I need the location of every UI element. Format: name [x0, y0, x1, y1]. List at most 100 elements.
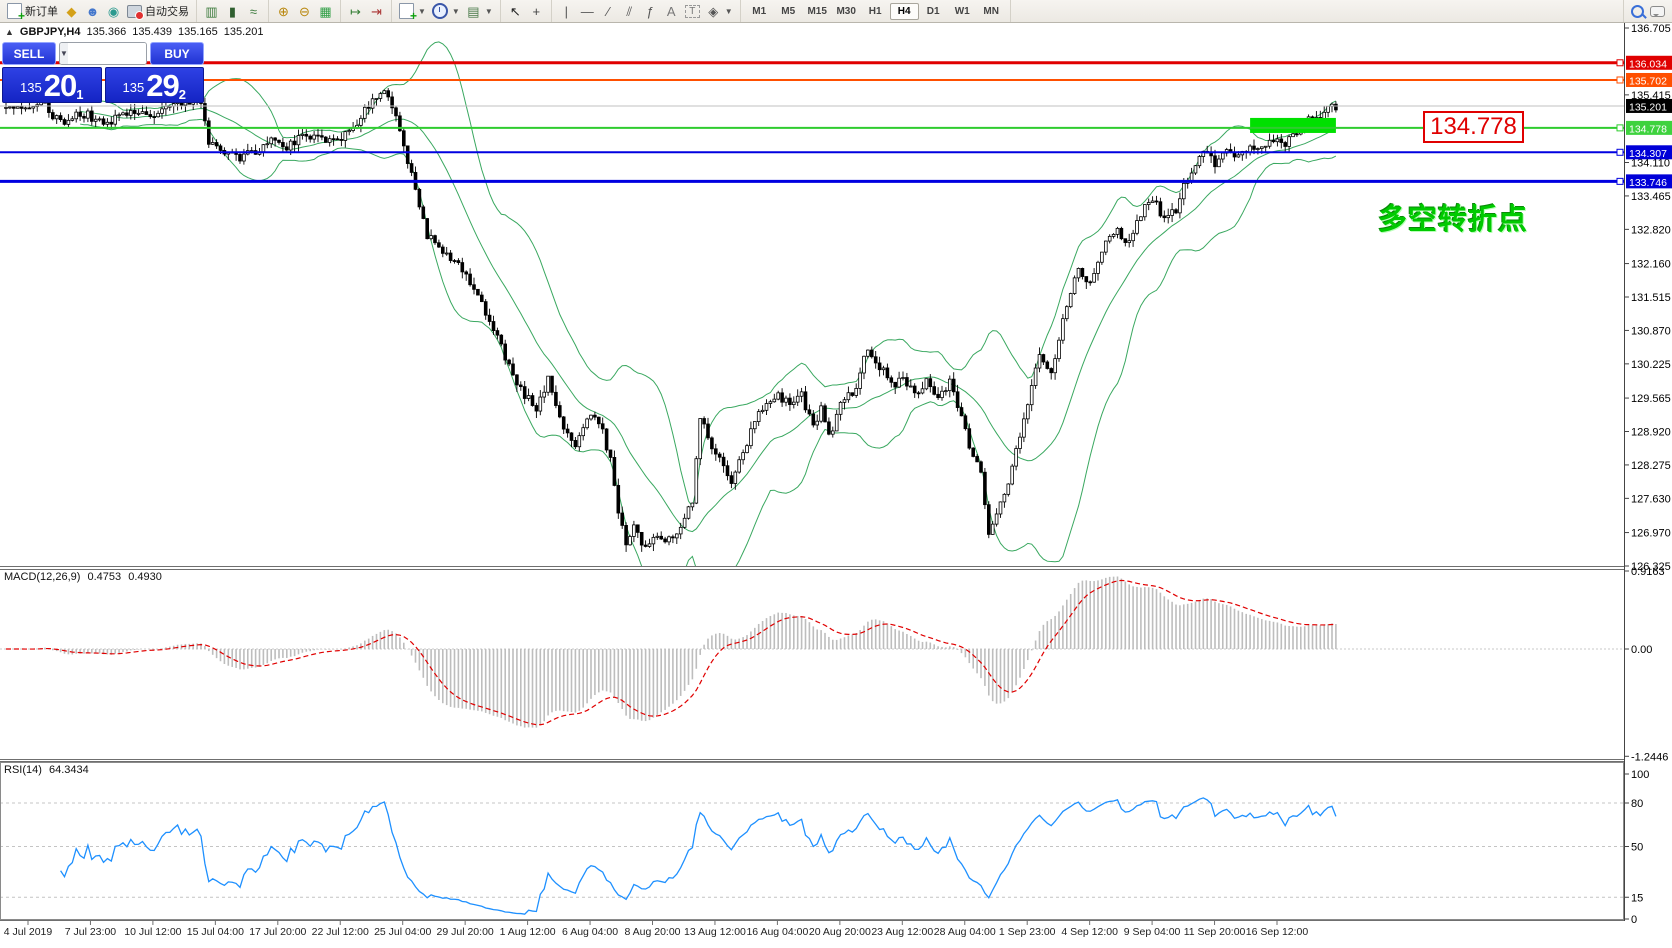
timeframe-m15[interactable]: M15: [807, 5, 827, 17]
new-order-button[interactable]: + 新订单: [4, 2, 61, 22]
fibonacci-button[interactable]: ƒ: [640, 2, 661, 21]
pivot-annotation[interactable]: 多空转折点: [1378, 204, 1529, 236]
timeframe-h1[interactable]: H1: [868, 5, 882, 17]
tile-windows-icon: ▦: [319, 3, 332, 19]
arrows-button[interactable]: ◈ ▼: [703, 2, 736, 21]
toolbar-group-zoom: ⊕ ⊖ ▦: [269, 0, 341, 22]
crosshair-icon: +: [532, 3, 541, 19]
gold-icon: ◆: [66, 3, 77, 19]
svg-text:28 Aug 04:00: 28 Aug 04:00: [934, 926, 996, 938]
new-order-icon: +: [7, 3, 25, 22]
tile-windows-button[interactable]: ▦: [315, 2, 336, 21]
buy-button[interactable]: BUY: [150, 42, 204, 65]
svg-text:134.778: 134.778: [1629, 123, 1667, 135]
candlestick-button[interactable]: ▮: [222, 2, 243, 21]
sell-quote[interactable]: 135 20 1: [2, 67, 102, 103]
bar-chart-button[interactable]: ▥: [201, 2, 222, 21]
auto-scroll-button[interactable]: ↦: [345, 2, 366, 21]
timeframe-w1[interactable]: W1: [954, 5, 970, 17]
price-level-box[interactable]: 134.778: [1423, 111, 1524, 143]
volume-input[interactable]: [67, 43, 146, 64]
svg-text:134.307: 134.307: [1629, 148, 1667, 160]
autotrading-button[interactable]: 自动交易: [124, 2, 192, 21]
svg-text:20 Aug 20:00: 20 Aug 20:00: [809, 926, 871, 938]
chat-button[interactable]: [1647, 2, 1668, 21]
autotrading-label: 自动交易: [145, 6, 189, 18]
templates-button[interactable]: ▤ ▼: [463, 2, 496, 21]
community-button[interactable]: ☻: [82, 2, 103, 21]
channel-icon: ⫽: [626, 3, 633, 19]
svg-text:126.970: 126.970: [1631, 528, 1671, 540]
cursor-button[interactable]: ↖: [505, 2, 526, 21]
svg-text:126.325: 126.325: [1631, 561, 1671, 573]
svg-text:50: 50: [1631, 842, 1643, 854]
svg-text:0.9163: 0.9163: [1631, 566, 1665, 578]
timeframe-d1[interactable]: D1: [926, 5, 940, 17]
toolbar-group-timeframes: M1 M5 M15 M30 H1 H4 D1 W1 MN: [741, 0, 1011, 22]
candlestick-icon: ▮: [228, 3, 237, 19]
indicators-button[interactable]: + ▼: [396, 2, 429, 22]
svg-text:132.820: 132.820: [1631, 224, 1671, 236]
ohlc-high: 135.439: [132, 26, 172, 38]
zoom-in-button[interactable]: ⊕: [273, 2, 294, 21]
crosshair-button[interactable]: +: [526, 2, 547, 21]
auto-scroll-icon: ↦: [350, 3, 361, 19]
vertical-line-icon: |: [564, 3, 568, 19]
main-toolbar: + 新订单 ◆ ☻ ◉ 自动交易 ▥ ▮ ≈ ⊕ ⊖ ▦ ↦ ⇥: [0, 0, 1672, 23]
volume-decrease-button[interactable]: ▼: [60, 43, 68, 64]
macd-value-main: 0.4753: [87, 571, 122, 583]
timeframe-m1[interactable]: M1: [752, 5, 767, 17]
svg-text:0.00: 0.00: [1631, 644, 1652, 656]
sell-price-prefix: 135: [20, 80, 42, 95]
text-label-icon: T: [684, 4, 700, 18]
toolbar-group-trade: + 新订单 ◆ ☻ ◉ 自动交易: [0, 0, 197, 22]
channel-button[interactable]: ⫽: [619, 2, 640, 21]
search-icon: [1631, 4, 1647, 19]
chart-shift-button[interactable]: ⇥: [366, 2, 387, 21]
text-label-button[interactable]: T: [682, 2, 703, 21]
rsi-value: 64.3434: [48, 764, 89, 776]
svg-text:130.870: 130.870: [1631, 325, 1671, 337]
svg-text:10 Jul 12:00: 10 Jul 12:00: [124, 926, 181, 938]
symbol-title: GBPJPY,H4: [19, 26, 81, 38]
svg-text:133.746: 133.746: [1629, 177, 1667, 189]
buy-quote[interactable]: 135 29 2: [104, 67, 204, 103]
svg-text:80: 80: [1631, 798, 1643, 810]
timeframe-m5[interactable]: M5: [781, 5, 796, 17]
line-chart-button[interactable]: ≈: [243, 2, 264, 21]
zoom-out-icon: ⊖: [299, 3, 310, 19]
rsi-name: RSI(14): [4, 764, 42, 776]
svg-text:6 Aug 04:00: 6 Aug 04:00: [562, 926, 618, 938]
svg-text:133.465: 133.465: [1631, 191, 1671, 203]
svg-text:23 Aug 12:00: 23 Aug 12:00: [871, 926, 933, 938]
template-chart-icon: ▤: [467, 3, 480, 19]
vertical-line-button[interactable]: |: [556, 2, 577, 21]
timeframe-h4[interactable]: H4: [889, 2, 919, 20]
timeframe-mn[interactable]: MN: [983, 5, 999, 17]
collapse-panel-icon[interactable]: ▲: [5, 27, 14, 37]
sell-button[interactable]: SELL: [2, 42, 56, 65]
svg-text:1 Sep 23:00: 1 Sep 23:00: [999, 926, 1056, 938]
zoom-in-icon: ⊕: [278, 3, 289, 19]
svg-text:0: 0: [1631, 914, 1637, 926]
horizontal-line-button[interactable]: —: [577, 2, 598, 21]
search-button[interactable]: [1628, 2, 1647, 21]
periods-button[interactable]: ▼: [429, 2, 463, 21]
svg-text:136.034: 136.034: [1629, 58, 1667, 70]
svg-text:16 Aug 04:00: 16 Aug 04:00: [746, 926, 808, 938]
chat-icon: [1650, 5, 1665, 17]
buy-price-pip: 2: [178, 87, 186, 102]
timeframe-m30[interactable]: M30: [836, 5, 856, 17]
text-button[interactable]: A: [661, 2, 682, 21]
buy-price-prefix: 135: [122, 80, 145, 95]
trendline-button[interactable]: ∕: [598, 2, 619, 21]
ohlc-low: 135.165: [177, 26, 218, 38]
autotrading-icon: [127, 4, 144, 20]
toolbar-group-scroll: ↦ ⇥: [341, 0, 392, 22]
signals-button[interactable]: ◉: [103, 2, 124, 21]
line-chart-icon: ≈: [249, 3, 258, 19]
gold-button[interactable]: ◆: [61, 2, 82, 21]
zoom-out-button[interactable]: ⊖: [294, 2, 315, 21]
svg-text:4 Jul 2019: 4 Jul 2019: [4, 926, 53, 938]
